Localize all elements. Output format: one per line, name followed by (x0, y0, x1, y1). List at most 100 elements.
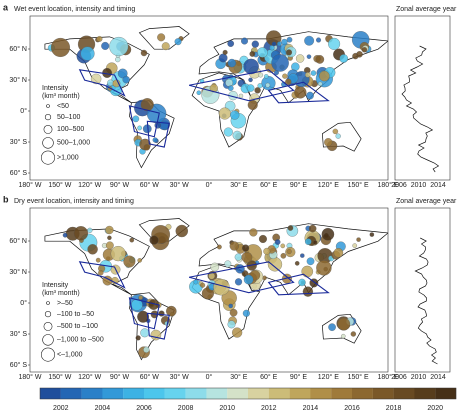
colorbar-label: 2012 (261, 405, 277, 412)
lon-tick-label: 180° W (18, 181, 41, 189)
colorbar-label: 2020 (427, 405, 443, 412)
map-bubble (328, 323, 336, 331)
map-bubble (308, 224, 317, 233)
map-bubble (294, 86, 307, 99)
lon-tick-label: 150° E (348, 181, 369, 189)
map-bubble (137, 310, 150, 323)
map-bubble (294, 261, 300, 266)
colorbar-segment (206, 388, 228, 399)
map-bubble (154, 122, 162, 129)
side-title: Zonal average year (396, 6, 457, 13)
map-bubble (223, 127, 233, 137)
map-bubble (269, 45, 275, 51)
map-bubble (298, 278, 306, 287)
map-bubble (305, 72, 311, 78)
colorbar-segment (185, 388, 207, 399)
map-bubble (149, 235, 159, 245)
lat-tick-label: 30° N (9, 76, 27, 84)
lon-tick-label: 30° W (170, 373, 190, 381)
map-bubble (227, 58, 237, 68)
map-bubble (107, 235, 112, 240)
map-bubble (280, 243, 286, 249)
lon-tick-label: 90° E (290, 373, 308, 381)
map-bubble (137, 125, 142, 131)
map-bubble (332, 128, 339, 135)
map-bubble (234, 253, 242, 261)
lon-tick-label: 0° (206, 181, 213, 189)
map-bubble (318, 81, 323, 87)
map-bubble (73, 226, 89, 241)
map-bubble (267, 257, 283, 272)
map-bubble (140, 328, 150, 338)
map-bubble (50, 37, 70, 57)
legend-circle (40, 347, 55, 362)
map-bubble (350, 331, 357, 337)
map-bubble (241, 251, 253, 263)
map-bubble (96, 35, 103, 42)
map-bubble (306, 257, 315, 266)
region-outline (128, 297, 160, 330)
map-bubble (361, 47, 368, 53)
map-bubble (174, 38, 182, 46)
lon-tick-label: 150° W (48, 373, 71, 381)
map-bubble (316, 260, 332, 276)
panel-title: Dry event location, intensity and timing (14, 198, 134, 205)
map-bubble (166, 305, 177, 317)
map-bubble (304, 238, 312, 245)
lon-tick-label: 60° W (140, 181, 160, 189)
map-bubble (341, 333, 346, 339)
legend-circle (44, 311, 52, 318)
map-bubble (257, 47, 268, 58)
lat-tick-label: 30° S (10, 330, 28, 338)
map-bubble (137, 258, 142, 263)
map-bubble (210, 262, 220, 272)
map-bubble (302, 286, 314, 297)
colorbar-label: 2006 (136, 405, 152, 412)
side-frame (394, 15, 451, 181)
legend-circle (46, 104, 50, 108)
side-title: Zonal average year (396, 198, 457, 205)
lon-tick-label: 120° E (318, 373, 339, 381)
map-bubble (216, 244, 222, 250)
map-bubble (310, 70, 317, 76)
map-bubble (251, 40, 259, 48)
map-bubble (285, 49, 293, 56)
legend-label: –100 to –50 (57, 311, 94, 318)
colorbar-label: 2018 (386, 405, 402, 412)
map-bubble (242, 309, 250, 317)
map-bubble (62, 232, 68, 238)
map-bubble (110, 246, 126, 262)
colorbar-segment (81, 388, 103, 399)
map-bubble (175, 224, 188, 238)
map (44, 218, 388, 361)
map-bubble (107, 79, 114, 87)
map-bubble (228, 303, 233, 309)
map-bubble (337, 317, 351, 331)
map-bubble (271, 41, 277, 47)
map-bubble (247, 99, 258, 111)
map-bubble (286, 36, 293, 43)
legend-label: –1,000 to –500 (57, 337, 104, 344)
legend-label: 100–500 (57, 126, 84, 133)
map-bubble (295, 54, 305, 63)
map-bubble (117, 68, 128, 79)
legend-title: Intensity (42, 85, 69, 92)
map-bubble (143, 144, 150, 151)
map-bubble (280, 253, 287, 259)
panel-title: Wet event location, intensity and timing (14, 6, 135, 13)
colorbar-label: 2008 (178, 405, 194, 412)
map-bubble (87, 227, 93, 233)
map-bubble (227, 320, 236, 329)
map-bubble (282, 73, 288, 79)
map-bubble (319, 70, 330, 82)
map-bubble (222, 49, 228, 55)
colorbar-segment (372, 388, 394, 399)
colorbar-segment (40, 388, 61, 399)
legend-label: <50 (57, 103, 69, 110)
map-bubble (143, 346, 150, 353)
lat-tick-label: 0° (20, 107, 27, 115)
map-bubble (109, 36, 129, 57)
colorbar-segment (310, 388, 332, 399)
map-bubble (229, 241, 240, 251)
